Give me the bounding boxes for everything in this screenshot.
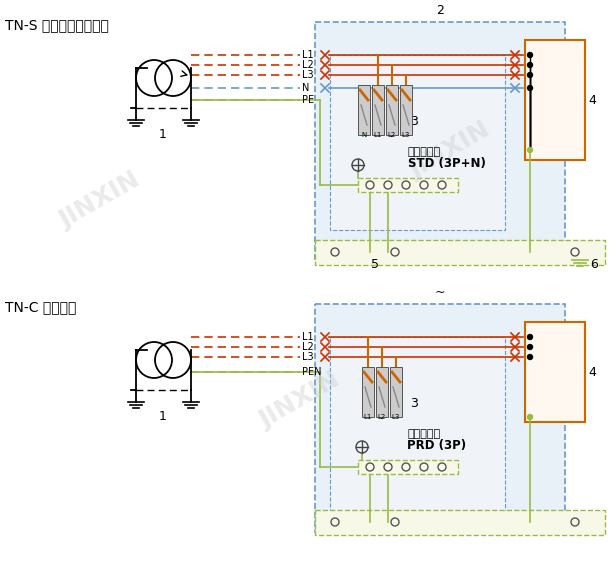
Bar [358,460,458,474]
Bar [315,22,565,262]
Text: 1: 1 [159,128,167,141]
Bar [372,85,384,135]
Text: 3: 3 [410,397,418,410]
Text: 4: 4 [588,365,596,378]
Bar [390,367,402,417]
Text: TN-S 系统三相＋中性线: TN-S 系统三相＋中性线 [5,18,109,32]
Text: PEN: PEN [302,367,321,377]
Text: L1: L1 [302,332,313,342]
Circle shape [527,345,533,350]
Text: N: N [361,132,367,138]
Text: 5: 5 [371,258,379,271]
Text: L2: L2 [378,414,386,420]
Text: PRD (3P): PRD (3P) [407,439,466,452]
Circle shape [527,86,533,90]
Text: ~: ~ [435,286,445,299]
Bar [315,510,605,535]
Text: L2: L2 [302,60,314,70]
Bar [525,322,585,422]
Bar [362,367,374,417]
Text: L3: L3 [402,132,410,138]
Text: TN-C 系统三相: TN-C 系统三相 [5,300,76,314]
Circle shape [527,334,533,340]
Text: 1: 1 [159,410,167,423]
Text: L3: L3 [302,352,313,362]
Circle shape [527,415,533,420]
Circle shape [527,52,533,58]
Text: 2: 2 [436,4,444,17]
Text: 6: 6 [590,258,598,271]
Text: PE: PE [302,95,314,105]
Text: N: N [302,83,309,93]
Text: JINXIN: JINXIN [406,117,494,183]
Text: JINXIN: JINXIN [255,367,345,433]
Text: 电涌保护器: 电涌保护器 [408,147,441,157]
Circle shape [527,355,533,359]
Bar [358,178,458,192]
Text: 3: 3 [410,115,418,128]
Text: L1: L1 [302,50,313,60]
Text: L3: L3 [392,414,400,420]
Text: 4: 4 [588,94,596,107]
Text: L2: L2 [302,342,314,352]
Bar [386,85,398,135]
Circle shape [527,148,533,152]
Bar [358,85,370,135]
Text: JINXIN: JINXIN [56,168,144,232]
Bar [400,85,412,135]
Bar [525,40,585,160]
Bar [315,304,565,532]
Text: STD (3P+N): STD (3P+N) [408,157,486,170]
Circle shape [527,63,533,68]
Text: L1: L1 [364,414,372,420]
Bar [376,367,388,417]
Text: L2: L2 [388,132,396,138]
Circle shape [527,73,533,77]
Bar [315,240,605,265]
Text: L3: L3 [302,70,313,80]
Bar [330,55,505,230]
Text: 电涌保护器: 电涌保护器 [407,429,440,439]
Bar [330,337,505,512]
Text: L1: L1 [374,132,382,138]
